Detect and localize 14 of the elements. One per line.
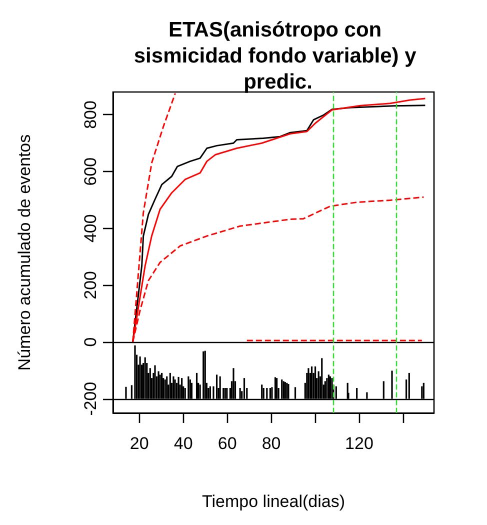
y-tick-label: 400 (81, 214, 100, 243)
x-axis-title: Tiempo lineal(dias) (202, 492, 345, 511)
y-tick-label: 200 (81, 270, 100, 300)
x-tick-label: 120 (345, 434, 374, 453)
y-tick-label: 0 (81, 337, 100, 347)
y-tick-label: -200 (81, 382, 100, 416)
y-axis-title: Número acumulado de eventos (15, 134, 34, 371)
y-tick-label: 800 (81, 100, 100, 129)
x-tick-label: 40 (174, 434, 193, 453)
chart-title: ETAS(anisótropo con sismicidad fondo variable) y predic. (134, 18, 422, 94)
x-tick-label: 20 (130, 434, 149, 453)
x-tick-label: 60 (218, 434, 237, 453)
x-tick-label: 80 (262, 434, 281, 453)
y-tick-label: 600 (81, 157, 100, 186)
